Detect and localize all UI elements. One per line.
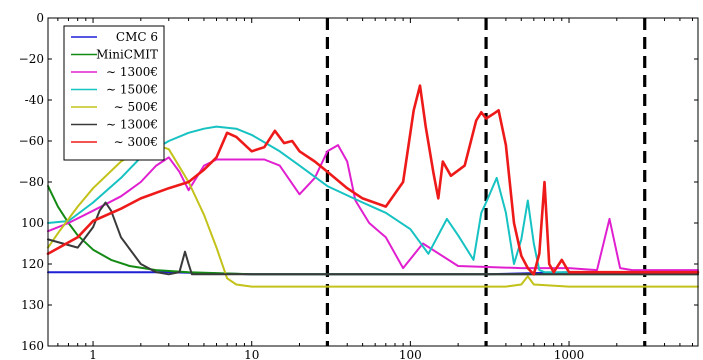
legend: CMC 6 MiniCMIT ∼ 1300€ ∼ 1500€ ∼ 500€ ∼ 1300€… (63, 25, 165, 161)
y-tick-label: -40 (25, 93, 44, 107)
y-tick-label: 100 (21, 216, 44, 230)
legend-entry-label: ∼ 1300€ (106, 65, 158, 79)
legend-box (63, 25, 165, 161)
series-line-5 (47, 144, 699, 288)
x-tick-label: 1000 (554, 348, 585, 360)
series-line-6 (47, 201, 699, 276)
y-axis-ticks: 0 −20 -40 −60 −80 100 120 130 160 (19, 11, 698, 353)
series-line-4 (47, 125, 699, 274)
y-tick-label: 120 (21, 257, 44, 271)
vertical-markers (325, 18, 647, 346)
y-tick-label: 130 (21, 298, 44, 312)
legend-entry-label: ∼ 300€ (114, 135, 158, 149)
x-tick-label: 100 (399, 348, 422, 360)
y-tick-label: −80 (19, 175, 44, 189)
x-tick-label: 10 (244, 348, 259, 360)
series-line-3 (47, 144, 699, 272)
legend-entry-label: CMC 6 (116, 30, 158, 44)
y-tick-label: 0 (36, 11, 44, 25)
series-line-2 (47, 185, 699, 276)
series-line-7 (46, 84, 700, 276)
x-axis-ticks: 1 10 100 1000 (57, 18, 693, 360)
y-tick-label: −20 (19, 52, 44, 66)
legend-entry-label: ∼ 500€ (114, 100, 158, 114)
legend-entry-label: ∼ 1500€ (106, 83, 158, 97)
y-tick-label: 160 (21, 339, 44, 353)
legend-entry-label: ∼ 1300€ (106, 118, 158, 132)
plot-frame (47, 17, 699, 347)
legend-entry-label: MiniCMIT (96, 48, 158, 62)
series-layer (46, 84, 700, 288)
y-tick-label: −60 (19, 134, 44, 148)
x-tick-label: 1 (89, 348, 97, 360)
